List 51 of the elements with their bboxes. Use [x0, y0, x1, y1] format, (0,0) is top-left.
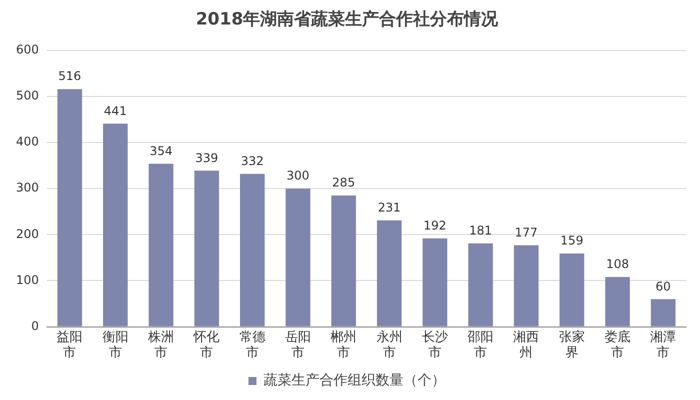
bar [57, 89, 82, 326]
data-label: 108 [606, 257, 629, 272]
data-label: 339 [195, 150, 218, 165]
bar [148, 164, 174, 326]
bar [605, 277, 630, 326]
bar [560, 254, 584, 326]
data-label: 285 [332, 176, 356, 190]
bar [331, 196, 356, 326]
x-tick-label: 衡阳市 [102, 330, 128, 361]
bar [194, 170, 220, 326]
bar [514, 245, 539, 326]
bar [468, 243, 493, 326]
x-tick-label: 邵阳市 [468, 330, 494, 361]
x-tick-label: 岳阳市 [284, 330, 311, 361]
data-label: 177 [514, 225, 538, 240]
bar [650, 299, 676, 326]
bar [376, 220, 402, 326]
bar [103, 124, 128, 326]
data-label: 441 [104, 104, 127, 118]
x-tick-label: 娄底市 [604, 330, 631, 361]
x-tick-label: 益阳市 [56, 330, 83, 361]
data-label: 332 [240, 154, 264, 168]
chart-title: 2018年湖南省蔬菜生产合作社分布情况 [196, 10, 500, 30]
legend-label: 蔬菜生产合作组织数量（个） [264, 372, 446, 389]
y-tick-label: 400 [16, 134, 39, 149]
bar [286, 188, 310, 326]
data-label: 231 [378, 200, 401, 215]
data-label: 60 [656, 279, 671, 294]
y-tick-label: 0 [31, 318, 39, 333]
x-tick-label: 张家界 [558, 328, 585, 361]
data-label: 181 [469, 224, 492, 238]
x-tick-label: 湘西州 [513, 330, 540, 361]
bar [240, 174, 265, 326]
y-tick-label: 100 [16, 272, 39, 287]
y-tick-label: 600 [16, 42, 39, 57]
y-tick-label: 500 [16, 88, 39, 103]
x-tick-label: 长沙市 [422, 330, 448, 361]
data-label: 354 [150, 144, 172, 158]
y-tick-label: 200 [16, 226, 39, 241]
y-tick-label: 300 [16, 180, 39, 195]
data-label: 300 [286, 168, 310, 183]
bar [422, 238, 448, 326]
x-tick-label: 郴州市 [330, 330, 357, 361]
x-tick-label: 永州市 [376, 328, 402, 361]
data-label: 192 [423, 218, 446, 232]
x-tick-label: 株洲市 [147, 330, 174, 361]
data-label: 516 [58, 69, 82, 84]
data-label: 159 [560, 234, 584, 248]
x-tick-label: 怀化市 [192, 330, 220, 361]
x-tick-label: 常德市 [239, 330, 266, 361]
x-tick-label: 湘潭市 [650, 330, 676, 361]
